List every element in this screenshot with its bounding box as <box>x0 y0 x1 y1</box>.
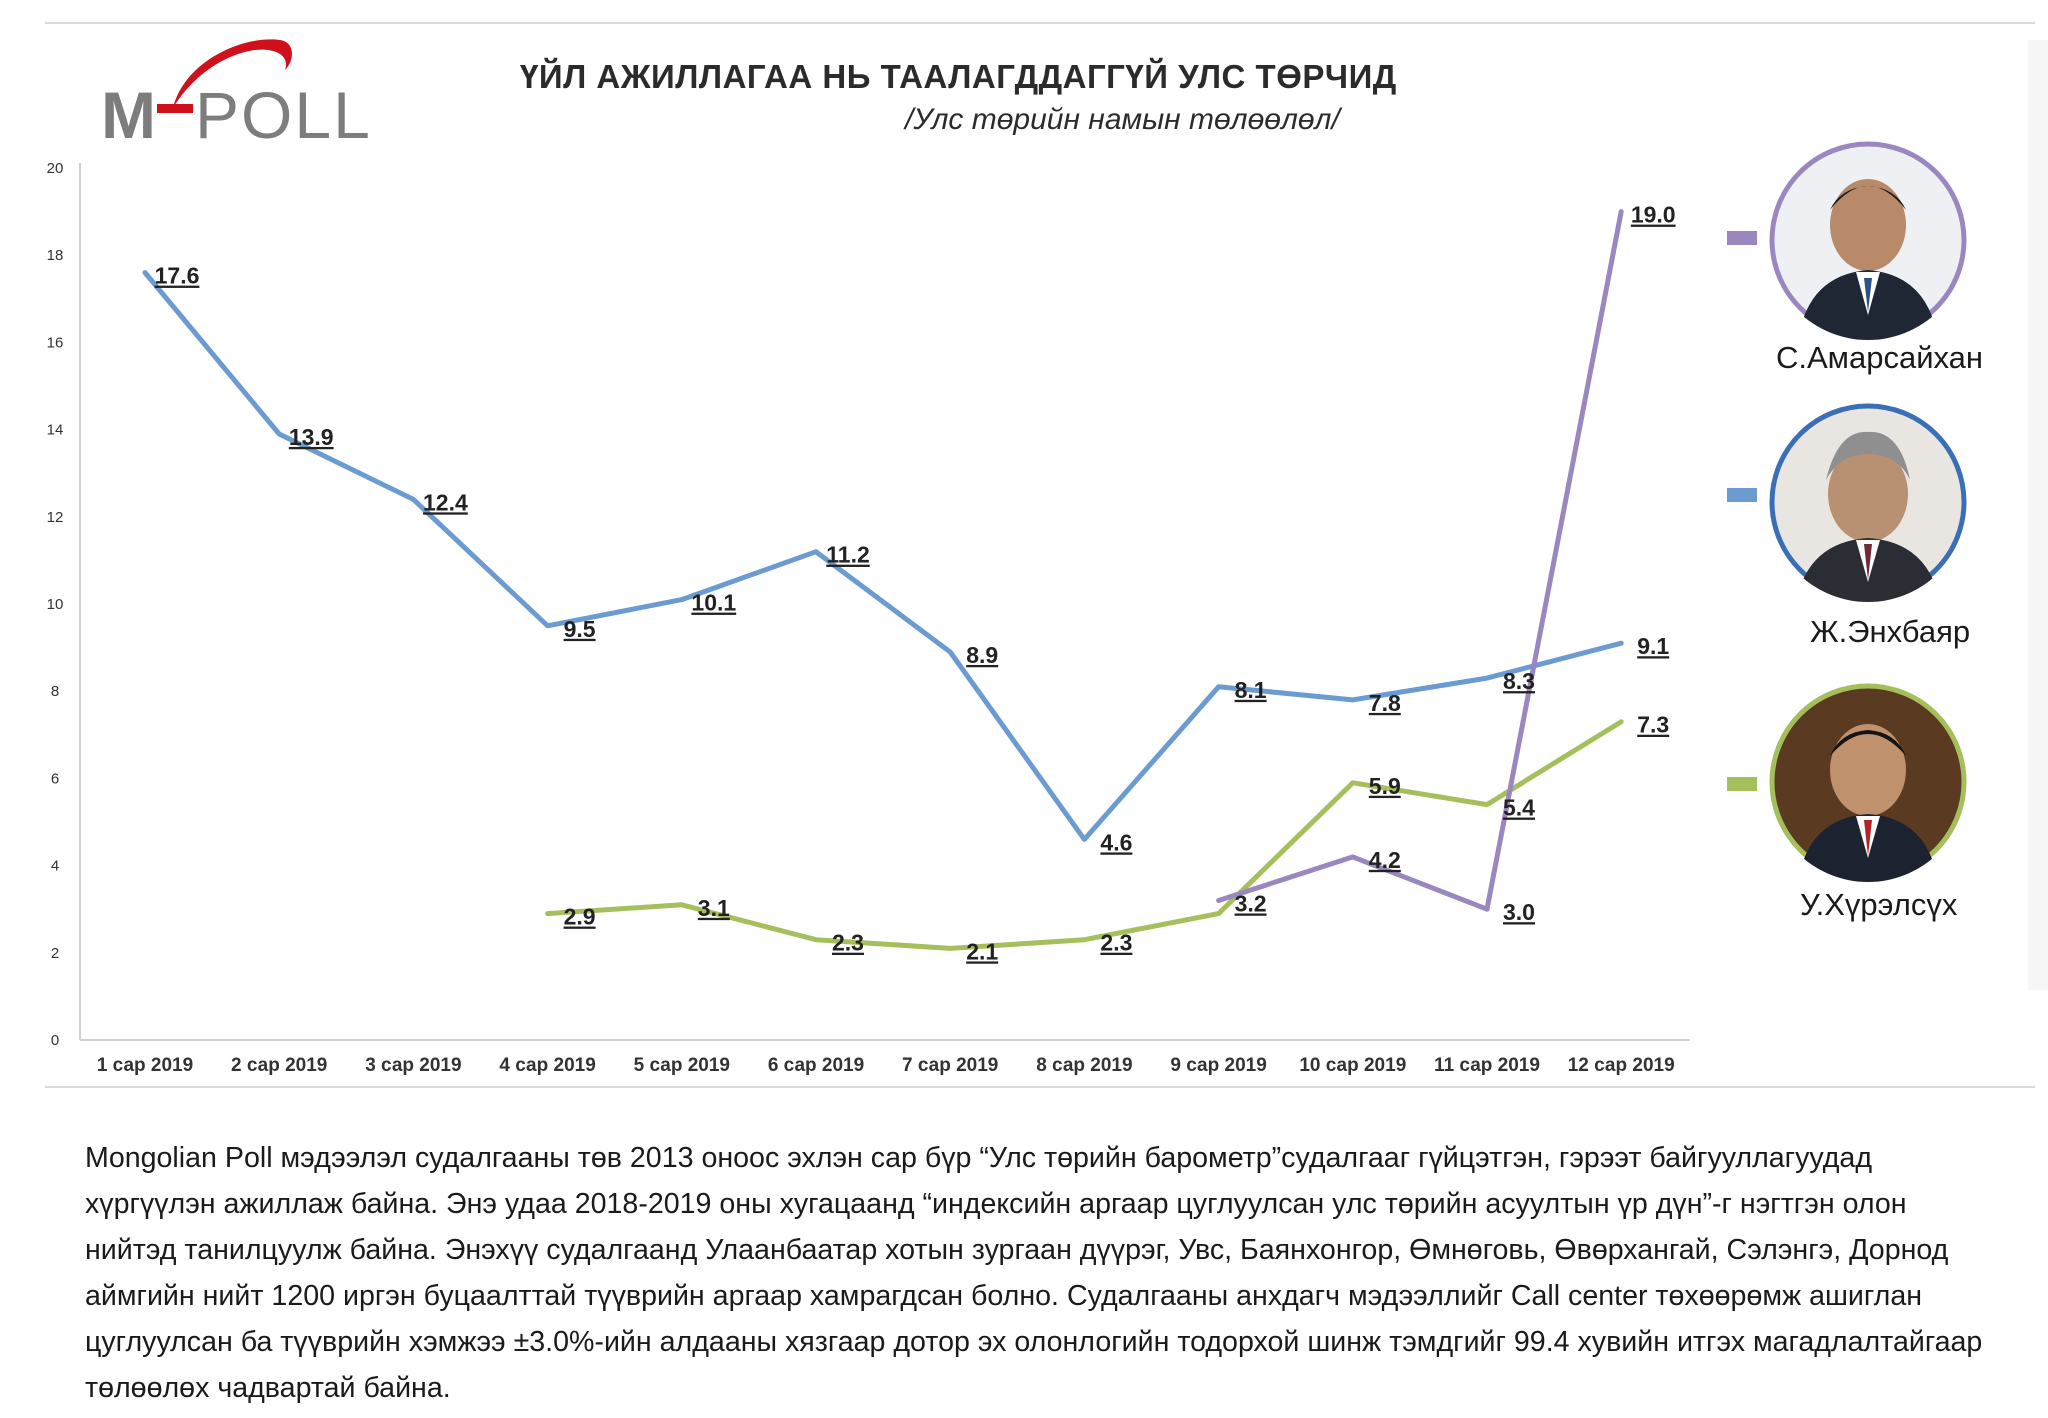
data-label: 3.1 <box>698 895 730 921</box>
data-label: 8.1 <box>1235 677 1267 703</box>
data-label: 5.9 <box>1369 773 1401 799</box>
y-tick-label: 0 <box>51 1032 59 1049</box>
y-tick-label: 6 <box>51 770 59 787</box>
data-label: 2.3 <box>832 930 864 956</box>
data-label: 9.5 <box>564 616 596 642</box>
series-line-2 <box>1216 209 1624 912</box>
line-chart: 0 2 4 6 8 10 12 14 16 18 20 1 сар 2019 2 сар 2019 3 с… <box>47 160 1690 1076</box>
data-label: 2.3 <box>1100 930 1132 956</box>
y-tick-label: 16 <box>47 334 64 351</box>
candidate-photo-amarsaikhan <box>1768 140 1968 340</box>
person-portrait-icon <box>1769 403 1967 602</box>
series-line-0 <box>142 270 1624 842</box>
y-tick-label: 2 <box>51 945 59 962</box>
m-poll-logo: M POLL <box>101 39 372 150</box>
data-label: 17.6 <box>155 263 200 289</box>
top-divider <box>45 22 2035 24</box>
bottom-divider <box>45 1086 2035 1088</box>
data-label: 3.0 <box>1503 899 1535 925</box>
x-tick-label: 7 сар 2019 <box>902 1055 998 1076</box>
data-label: 13.9 <box>289 424 334 450</box>
person-portrait-icon <box>1769 683 1967 882</box>
data-label: 19.0 <box>1631 202 1676 228</box>
candidate-name-amarsaikhan: С.Амарсайхан <box>1776 340 1984 375</box>
data-label: 3.2 <box>1235 890 1267 916</box>
y-tick-label: 12 <box>47 509 64 526</box>
legend-swatch-khurelsukh <box>1727 777 1757 791</box>
chart-title: ҮЙЛ АЖИЛЛАГАА НЬ ТААЛАГДДАГГҮЙ УЛС ТӨРЧИ… <box>520 58 1397 95</box>
x-tick-label: 4 сар 2019 <box>499 1055 595 1076</box>
y-tick-label: 20 <box>47 160 64 177</box>
logo-text-poll: POLL <box>195 78 372 150</box>
y-tick-label: 14 <box>47 422 64 439</box>
candidate-photo-enkhbayar <box>1768 402 1968 602</box>
chart-subtitle: /Улс төрийн намын төлөөлөл/ <box>905 103 1340 136</box>
person-portrait-icon <box>1769 141 1967 340</box>
x-tick-label: 9 сар 2019 <box>1170 1055 1266 1076</box>
data-label: 4.2 <box>1369 847 1401 873</box>
x-tick-label: 12 сар 2019 <box>1568 1055 1675 1076</box>
data-label: 12.4 <box>423 489 468 515</box>
x-tick-label: 11 сар 2019 <box>1434 1055 1540 1076</box>
y-tick-label: 4 <box>51 858 59 875</box>
x-tick-label: 2 сар 2019 <box>231 1055 327 1076</box>
series-line-1 <box>545 719 1624 951</box>
candidate-photo-khurelsukh <box>1768 682 1968 882</box>
right-edge-strip <box>2028 40 2048 990</box>
x-tick-label: 1 сар 2019 <box>97 1055 193 1076</box>
data-label: 9.1 <box>1637 633 1669 659</box>
y-tick-label: 10 <box>47 596 64 613</box>
y-tick-label: 18 <box>47 247 64 264</box>
data-label: 8.3 <box>1503 668 1535 694</box>
data-label: 4.6 <box>1100 829 1132 855</box>
logo-text-m: M <box>101 78 156 150</box>
x-tick-label: 10 сар 2019 <box>1299 1055 1406 1076</box>
x-tick-label: 5 сар 2019 <box>634 1055 730 1076</box>
data-label: 10.1 <box>691 590 736 616</box>
data-label: 7.8 <box>1369 690 1401 716</box>
methodology-footnote: Mongolian Poll мэдээлэл судалгааны төв 2… <box>85 1142 1983 1404</box>
candidate-name-khurelsukh: У.Хүрэлсүх <box>1800 887 1958 922</box>
x-tick-label: 6 сар 2019 <box>768 1055 864 1076</box>
x-tick-label: 8 сар 2019 <box>1036 1055 1132 1076</box>
data-label: 8.9 <box>966 642 998 668</box>
data-label: 2.9 <box>564 904 596 930</box>
data-label: 2.1 <box>966 938 998 964</box>
data-label: 7.3 <box>1637 712 1669 738</box>
x-tick-label: 3 сар 2019 <box>365 1055 461 1076</box>
candidate-name-enkhbayar: Ж.Энхбаяр <box>1810 614 1971 649</box>
data-label: 5.4 <box>1503 795 1535 821</box>
legend-swatch-enkhbayar <box>1727 488 1757 502</box>
y-tick-label: 8 <box>51 683 59 700</box>
data-label: 11.2 <box>826 542 870 568</box>
legend-swatch-amarsaikhan <box>1727 231 1757 245</box>
